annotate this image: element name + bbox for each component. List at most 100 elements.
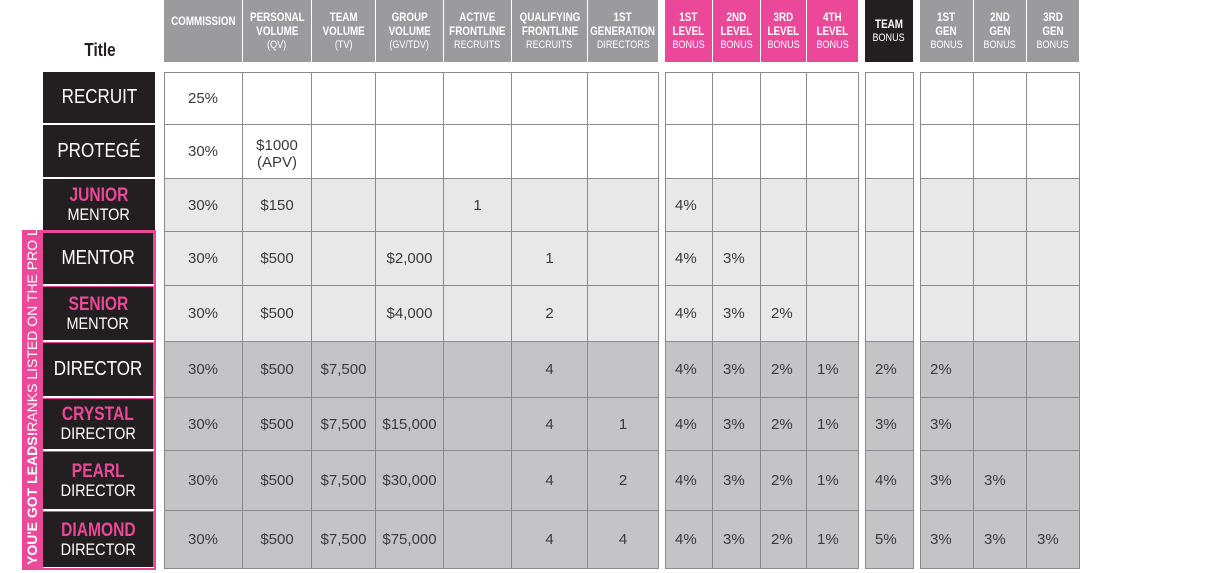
- table-cell-value: 4: [545, 361, 554, 378]
- table-cell-value: 2%: [771, 531, 793, 548]
- table-cell: [761, 179, 807, 232]
- table-cell-value: 30%: [187, 415, 219, 433]
- rank-title-line1: DIRECTOR: [53, 358, 143, 380]
- table-cell-value: 30%: [187, 250, 219, 267]
- pro-locator-text-normal: RANKS LISTED ON THE PRO LOCATOR: [24, 169, 40, 432]
- table-cell: [974, 398, 1027, 451]
- table-cell: 1%: [807, 342, 859, 398]
- rank-title-line2: DIRECTOR: [60, 424, 136, 443]
- table-cell-value: 2%: [771, 305, 793, 322]
- table-cell-value: $75,000: [382, 531, 437, 548]
- column-header: ACTIVE FRONTLINE RECRUITS: [444, 0, 511, 62]
- table-cell-value: $15,000: [382, 415, 437, 433]
- column-header-title: 1ST LEVEL: [672, 10, 705, 38]
- table-cell-value: $30,000: [382, 472, 437, 489]
- table-cell: $500: [243, 342, 312, 398]
- table-cell: [512, 125, 588, 179]
- table-cell: [761, 125, 807, 179]
- table-cell: $7,500: [312, 451, 376, 511]
- table-cell: [376, 179, 444, 232]
- table-cell: [974, 232, 1027, 286]
- column-header-title: ACTIVE FRONTLINE: [449, 10, 506, 38]
- table-cell-value: 4: [618, 531, 628, 548]
- rank-title-line1: RECRUIT: [61, 86, 137, 108]
- table-cell: [713, 179, 761, 232]
- table-cell-value: 2: [618, 472, 628, 489]
- table-cell-value: 3%: [723, 472, 745, 489]
- table-cell-value: 5%: [875, 531, 897, 548]
- rank-title-line1: MENTOR: [61, 247, 135, 269]
- table-cell: [444, 511, 512, 569]
- table-cell-value: 30%: [187, 143, 219, 160]
- column-header: 3RD GEN BONUS: [1027, 0, 1079, 62]
- column-header-title: 1ST GEN: [935, 10, 958, 38]
- column-header: 1ST LEVEL BONUS: [665, 0, 712, 62]
- rank-title-crystal: CRYSTAL DIRECTOR: [43, 398, 155, 449]
- column-header-title: 4TH LEVEL: [816, 10, 849, 38]
- column-header-subtitle: BONUS: [983, 39, 1017, 51]
- table-cell: [865, 286, 914, 342]
- column-header-subtitle: BONUS: [672, 39, 705, 51]
- table-cell: $500: [243, 286, 312, 342]
- table-cell-value: 1: [618, 415, 628, 433]
- table-group-outline: [164, 72, 659, 569]
- table-cell-value: 4%: [675, 305, 697, 322]
- table-cell-value: 3%: [1037, 531, 1059, 548]
- table-cell: [243, 72, 312, 125]
- table-cell: [920, 232, 974, 286]
- table-cell: [444, 342, 512, 398]
- table-cell: [376, 125, 444, 179]
- table-cell: [512, 72, 588, 125]
- table-cell: [807, 125, 859, 179]
- table-cell: $15,000: [376, 398, 444, 451]
- table-cell: [920, 286, 974, 342]
- table-cell: [1027, 125, 1080, 179]
- table-group-outline: [665, 72, 859, 569]
- table-cell-value: $2,000: [386, 250, 433, 267]
- column-header-subtitle: BONUS: [767, 39, 800, 51]
- table-cell: [444, 286, 512, 342]
- table-cell-value: 2: [545, 305, 554, 322]
- table-cell: 1%: [807, 451, 859, 511]
- table-cell: 3%: [974, 451, 1027, 511]
- column-header: 2ND LEVEL BONUS: [713, 0, 760, 62]
- rank-title-diamond: DIAMOND DIRECTOR: [43, 511, 155, 567]
- table-cell: [865, 232, 914, 286]
- table-cell-value: 4%: [675, 250, 697, 267]
- column-header-subtitle: BONUS: [930, 39, 963, 51]
- table-cell: [588, 232, 659, 286]
- table-cell: [807, 286, 859, 342]
- table-cell: [588, 125, 659, 179]
- table-group-outline: [920, 72, 1080, 569]
- table-cell: [974, 179, 1027, 232]
- table-cell: [865, 72, 914, 125]
- table-cell: 3%: [974, 511, 1027, 569]
- column-header-subtitle: BONUS: [1036, 39, 1070, 51]
- column-header: 4TH LEVEL BONUS: [807, 0, 858, 62]
- column-header: PERSONAL VOLUME (QV): [243, 0, 311, 62]
- rank-title-senior: SENIOR MENTOR: [43, 286, 155, 340]
- table-cell-value: 2%: [771, 472, 793, 489]
- rank-title-recruit: RECRUIT: [43, 72, 155, 123]
- table-cell: [974, 342, 1027, 398]
- table-cell: 30%: [164, 398, 243, 451]
- table-cell: $7,500: [312, 398, 376, 451]
- column-header-title: 3RD LEVEL: [767, 10, 800, 38]
- table-cell-value: 2%: [875, 361, 897, 378]
- table-cell-value: 30%: [187, 305, 219, 322]
- table-cell: [1027, 232, 1080, 286]
- table-cell: [920, 125, 974, 179]
- table-cell: [807, 72, 859, 125]
- table-cell: [713, 72, 761, 125]
- table-cell: $30,000: [376, 451, 444, 511]
- table-cell: 3%: [713, 451, 761, 511]
- table-cell: [376, 72, 444, 125]
- table-cell: 3%: [920, 398, 974, 451]
- rank-title-line2: DIRECTOR: [60, 480, 136, 500]
- table-cell: 25%: [164, 72, 243, 125]
- table-cell: 3%: [920, 451, 974, 511]
- table-cell: [444, 398, 512, 451]
- table-cell-value: 1: [473, 196, 482, 214]
- table-cell: 1: [588, 398, 659, 451]
- column-header-subtitle: (QV): [267, 39, 287, 51]
